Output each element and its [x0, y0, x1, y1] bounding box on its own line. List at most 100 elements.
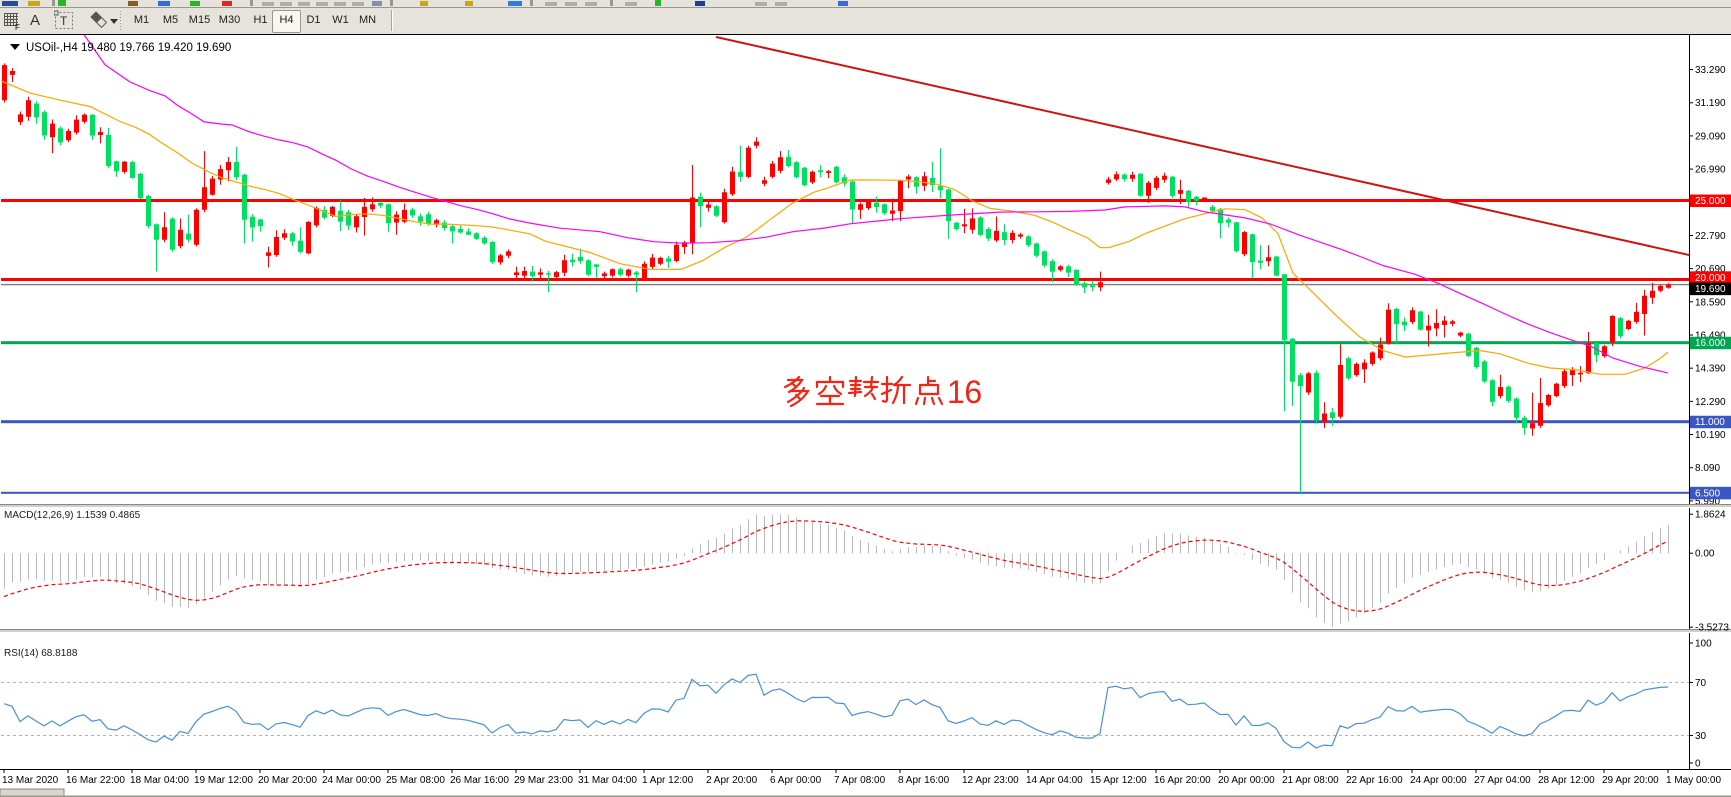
cjk-glyph	[847, 375, 880, 401]
time-axis-label: 31 Mar 04:00	[578, 775, 637, 786]
price-axis-label: 33.290	[1695, 65, 1726, 76]
clipped-toolbar-icon[interactable]	[158, 1, 170, 6]
time-axis-label: 24 Apr 00:00	[1410, 775, 1467, 786]
clipped-toolbar-icon[interactable]	[545, 2, 557, 6]
descending-trendline	[715, 36, 1689, 256]
time-axis-label: 2 Apr 20:00	[706, 775, 758, 786]
level-badge-25.000: 25.000	[1690, 194, 1731, 208]
clipped-toolbar-icon[interactable]	[390, 0, 393, 6]
clipped-toolbar-icon[interactable]	[610, 0, 613, 6]
clipped-toolbar-icon[interactable]	[316, 2, 328, 6]
toolbar-drag-handle[interactable]	[119, 11, 122, 30]
chart-title: USOil-,H4 19.480 19.766 19.420 19.690	[26, 42, 231, 54]
clipped-toolbar-icon[interactable]	[465, 1, 473, 6]
time-axis-label: 25 Mar 08:00	[386, 775, 445, 786]
clipped-toolbar-icon[interactable]	[508, 1, 522, 6]
level-badge-16.000: 16.000	[1690, 336, 1731, 350]
clipped-toolbar-icon[interactable]	[222, 1, 232, 6]
price-axis-label: 12.290	[1695, 397, 1726, 408]
clipped-toolbar-icon[interactable]	[52, 0, 55, 6]
clipped-toolbar-icon[interactable]	[585, 2, 597, 6]
clipped-toolbar-icon[interactable]	[128, 1, 138, 6]
time-axis-label: 20 Mar 20:00	[258, 775, 317, 786]
text-annotation-icon[interactable]: A	[29, 12, 40, 29]
clipped-toolbar-icon[interactable]	[838, 1, 848, 6]
horizontal-level-16.000	[1, 341, 1689, 345]
timeframe-button-w1[interactable]: W1	[332, 14, 349, 26]
price-axis-label: 31.190	[1695, 98, 1726, 109]
clipped-toolbar-icon[interactable]	[334, 2, 346, 6]
horizontal-level-6.500	[1, 491, 1689, 494]
toolbar-row-drawing-timeframes: F A T M1 M5 M15 M30 H1 H4 D1 W1 MN	[0, 8, 1731, 34]
clipped-toolbar-icon[interactable]	[530, 0, 533, 6]
horizontal-level-25.000	[1, 199, 1689, 202]
time-axis-label: 29 Mar 23:00	[514, 775, 573, 786]
clipped-toolbar-icon[interactable]	[28, 1, 40, 6]
time-axis-label: 13 Mar 2020	[2, 775, 59, 786]
timeframe-button-m30[interactable]: M30	[218, 14, 241, 26]
clipped-toolbar-icon[interactable]	[625, 2, 637, 6]
toolbar-row-clipped	[0, 0, 1731, 8]
time-axis-label: 26 Mar 16:00	[450, 775, 509, 786]
macd-axis-label: 1.8624	[1695, 510, 1726, 521]
timeframe-button-m1[interactable]: M1	[133, 14, 150, 26]
time-axis-label: 21 Apr 08:00	[1282, 775, 1339, 786]
clipped-toolbar-icon[interactable]	[280, 2, 292, 6]
price-axis-label: 16.490	[1695, 331, 1726, 342]
timeframe-button-m5[interactable]: M5	[162, 14, 179, 26]
cjk-glyph	[783, 375, 810, 408]
time-axis-label: 1 May 00:00	[1666, 775, 1721, 786]
clipped-toolbar-icon[interactable]	[695, 1, 705, 6]
macd-signal-line	[3, 520, 1669, 613]
clipped-toolbar-icon[interactable]	[775, 2, 787, 6]
timeframe-button-h4[interactable]: H4	[272, 10, 301, 33]
time-axis-label: 16 Apr 20:00	[1154, 775, 1211, 786]
clipped-toolbar-icon[interactable]	[352, 2, 364, 6]
label-letter: T	[60, 14, 68, 28]
timeframe-button-mn[interactable]: MN	[358, 14, 377, 26]
chart-area[interactable]: 1 6 USOil-,H4 19.480 19.766 19.420 19.690 3…	[0, 34, 1731, 797]
clipped-toolbar-icon[interactable]	[262, 2, 274, 6]
time-axis-label: 20 Apr 00:00	[1218, 775, 1275, 786]
level-badge-11.000: 11.000	[1690, 415, 1731, 429]
rsi-axis-label: 30	[1695, 731, 1707, 742]
macd-axis-label: -3.5273	[1695, 623, 1729, 634]
svg-text:25.000: 25.000	[1695, 196, 1726, 207]
collapse-triangle-icon	[10, 44, 20, 50]
clipped-toolbar-icon[interactable]	[372, 1, 382, 6]
fibonacci-grid-icon[interactable]: F	[3, 10, 22, 32]
time-axis-label: 18 Mar 04:00	[130, 775, 189, 786]
clipped-toolbar-icon[interactable]	[298, 2, 310, 6]
clipped-toolbar-icon[interactable]	[565, 2, 577, 6]
label-tool-icon[interactable]: T	[53, 10, 74, 31]
clipped-toolbar-icon[interactable]	[420, 1, 428, 6]
clipped-toolbar-icon[interactable]	[755, 2, 767, 6]
timeframe-button-h1[interactable]: H1	[253, 14, 268, 26]
svg-text:6: 6	[964, 374, 982, 410]
macd-panel: MACD(12,26,9) 1.1539 0.4865 1.8624 0.00 -3.…	[3, 510, 1729, 634]
price-axis-label: 14.390	[1695, 364, 1726, 375]
time-axis-label: 28 Apr 12:00	[1538, 775, 1595, 786]
clipped-toolbar-icon[interactable]	[58, 0, 66, 6]
rsi-axis-label: 70	[1695, 678, 1707, 689]
timeframe-button-d1[interactable]: D1	[306, 14, 321, 26]
rsi-axis-label: 100	[1695, 639, 1712, 650]
clipped-toolbar-icon[interactable]	[250, 0, 253, 6]
macd-label: MACD(12,26,9) 1.1539 0.4865	[4, 510, 141, 521]
cjk-glyph	[914, 375, 944, 406]
time-axis-label: 29 Apr 20:00	[1602, 775, 1659, 786]
rsi-line	[3, 673, 1669, 749]
clipped-toolbar-icon[interactable]	[655, 0, 661, 6]
svg-text:16.000: 16.000	[1695, 338, 1726, 349]
horizontal-level-20.000	[1, 278, 1689, 281]
timeframe-button-m15[interactable]: M15	[188, 14, 211, 26]
level-badge-6.500: 6.500	[1690, 486, 1731, 500]
scroll-thumb[interactable]	[0, 788, 65, 797]
price-axis-label: 22.790	[1695, 231, 1726, 242]
macd-axis-label: 0.00	[1695, 549, 1715, 560]
shapes-dropdown-icon[interactable]	[86, 10, 118, 31]
clipped-toolbar-icon[interactable]	[2, 1, 18, 6]
clipped-toolbar-icon[interactable]	[190, 1, 200, 6]
